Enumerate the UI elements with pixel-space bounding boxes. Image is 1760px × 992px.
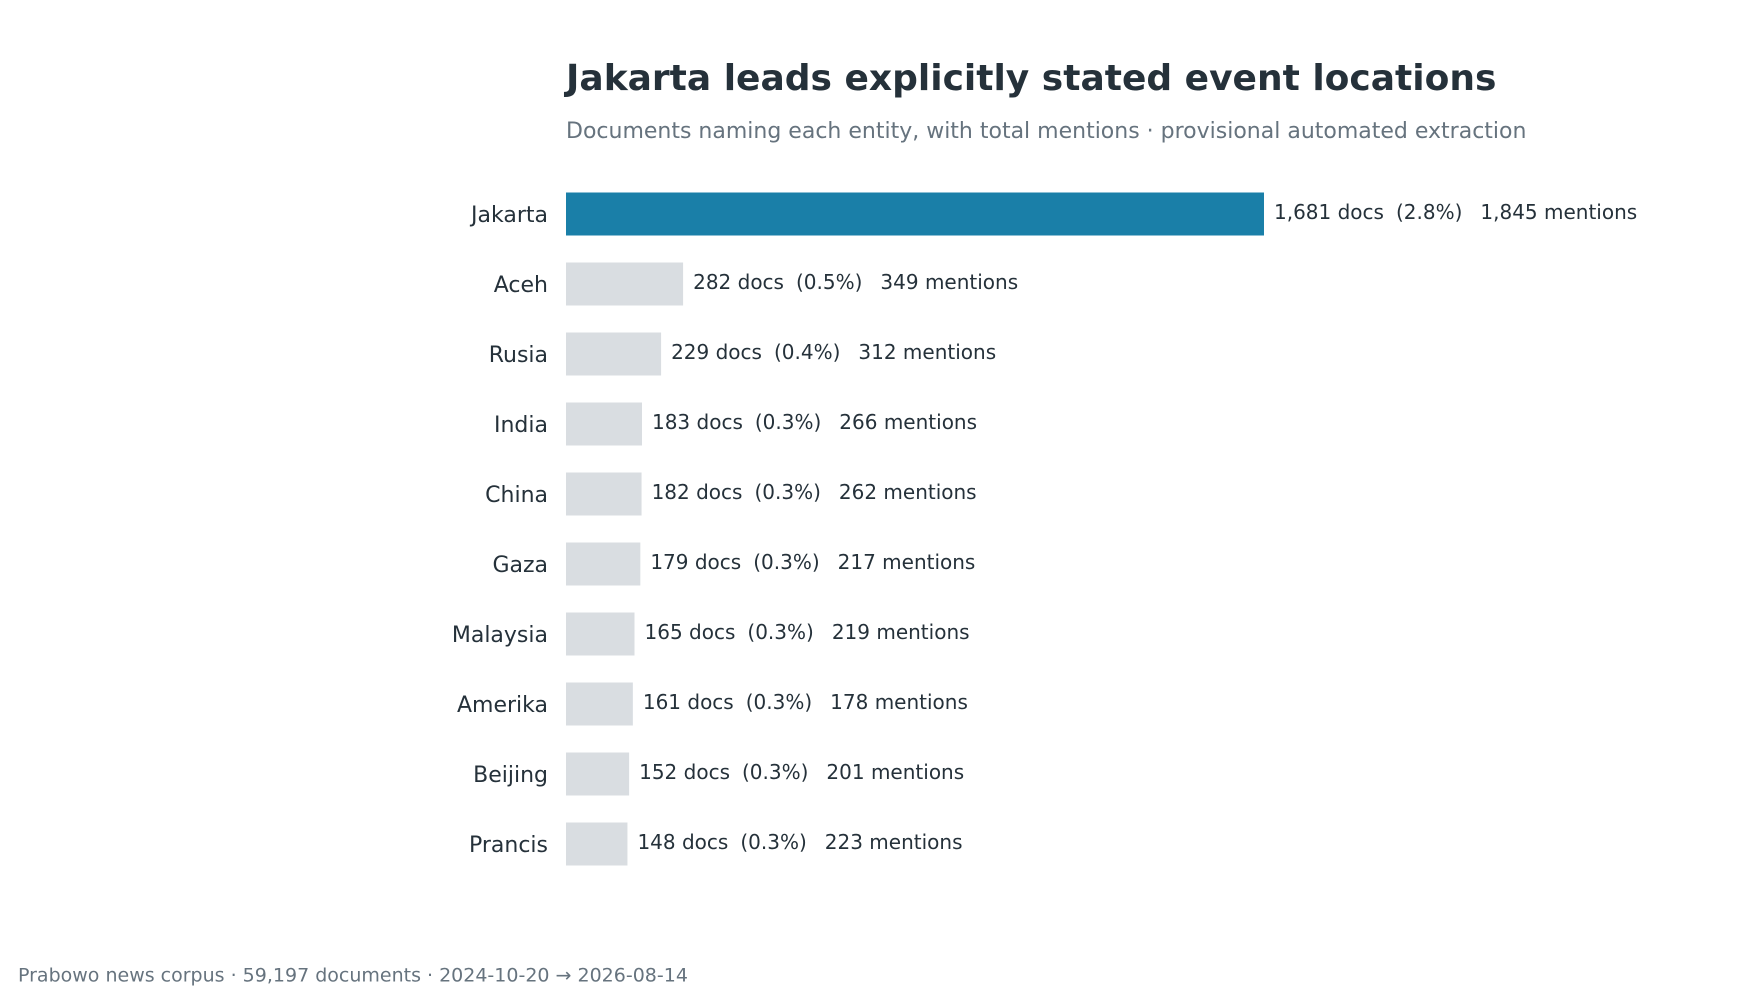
docs-label: 282 docs	[693, 270, 784, 294]
value-label: 179 docs (0.3%) 217 mentions	[650, 550, 975, 574]
value-label: 229 docs (0.4%) 312 mentions	[671, 340, 996, 364]
bar	[566, 262, 684, 306]
category-label: Amerika	[457, 693, 548, 718]
docs-label: 161 docs	[643, 690, 734, 714]
bar	[566, 542, 641, 586]
category-label: Jakarta	[469, 203, 548, 228]
docs-label: 179 docs	[650, 550, 741, 574]
share-label: (2.8%)	[1396, 200, 1462, 224]
chart-title: Jakarta leads explicitly stated event lo…	[563, 58, 1496, 99]
bar	[566, 752, 630, 796]
bar	[566, 682, 633, 726]
mentions-label: 349 mentions	[880, 270, 1018, 294]
value-label: 148 docs (0.3%) 223 mentions	[637, 830, 962, 854]
share-label: (0.5%)	[796, 270, 862, 294]
share-label: (0.3%)	[746, 690, 812, 714]
docs-label: 165 docs	[645, 620, 736, 644]
mentions-label: 266 mentions	[839, 410, 977, 434]
mentions-label: 178 mentions	[830, 690, 968, 714]
category-label: Beijing	[473, 763, 548, 788]
value-label: 165 docs (0.3%) 219 mentions	[645, 620, 970, 644]
value-label: 282 docs (0.5%) 349 mentions	[693, 270, 1018, 294]
mentions-label: 262 mentions	[839, 480, 977, 504]
value-label: 182 docs (0.3%) 262 mentions	[652, 480, 977, 504]
value-label: 161 docs (0.3%) 178 mentions	[643, 690, 968, 714]
share-label: (0.3%)	[754, 480, 820, 504]
category-label: India	[494, 413, 548, 438]
docs-label: 1,681 docs	[1274, 200, 1384, 224]
category-label: Gaza	[492, 553, 548, 578]
bar	[566, 472, 642, 516]
mentions-label: 312 mentions	[858, 340, 996, 364]
mentions-label: 217 mentions	[838, 550, 976, 574]
bar	[566, 332, 662, 376]
share-label: (0.3%)	[742, 760, 808, 784]
mentions-label: 1,845 mentions	[1480, 200, 1637, 224]
bar	[566, 612, 635, 656]
category-label: Malaysia	[452, 623, 548, 648]
category-label: Prancis	[469, 833, 548, 858]
bar	[566, 192, 1264, 236]
share-label: (0.3%)	[740, 830, 806, 854]
share-label: (0.3%)	[755, 410, 821, 434]
share-label: (0.3%)	[747, 620, 813, 644]
footer: Prabowo news corpus · 59,197 documents ·…	[18, 965, 688, 987]
category-label: Rusia	[489, 343, 548, 368]
category-label: China	[485, 483, 548, 508]
mentions-label: 223 mentions	[825, 830, 963, 854]
docs-label: 152 docs	[639, 760, 730, 784]
value-label: 183 docs (0.3%) 266 mentions	[652, 410, 977, 434]
docs-label: 148 docs	[637, 830, 728, 854]
value-label: 152 docs (0.3%) 201 mentions	[639, 760, 964, 784]
docs-label: 183 docs	[652, 410, 743, 434]
share-label: (0.4%)	[774, 340, 840, 364]
docs-label: 229 docs	[671, 340, 762, 364]
category-label: Aceh	[494, 273, 548, 298]
value-label: 1,681 docs (2.8%) 1,845 mentions	[1274, 200, 1637, 224]
mentions-label: 201 mentions	[826, 760, 964, 784]
chart-subtitle: Documents naming each entity, with total…	[566, 119, 1526, 144]
bar	[566, 822, 628, 866]
docs-label: 182 docs	[652, 480, 743, 504]
mentions-label: 219 mentions	[832, 620, 970, 644]
bar	[566, 402, 642, 446]
share-label: (0.3%)	[753, 550, 819, 574]
